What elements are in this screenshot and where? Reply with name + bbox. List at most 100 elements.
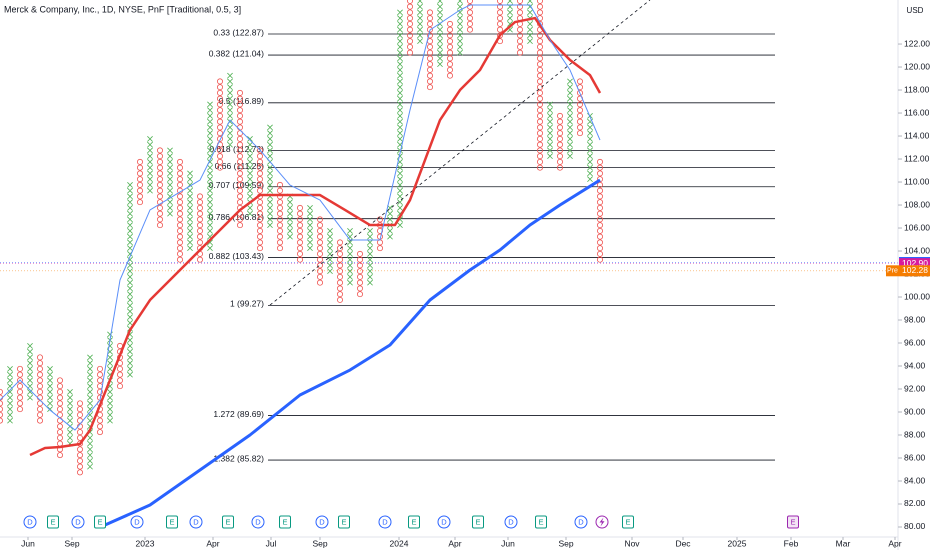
event-label: E (225, 517, 230, 526)
o-column (257, 147, 264, 252)
o-column (297, 204, 304, 263)
x-column (127, 182, 133, 378)
x-tick-label: 2023 (136, 538, 155, 548)
x-tick-label: Apr (448, 538, 461, 548)
y-tick-label: 110.00 (904, 176, 930, 186)
event-label: E (169, 517, 174, 526)
x-tick-label: Feb (784, 538, 799, 548)
event-icon (71, 515, 85, 529)
x-tick-label: Nov (624, 538, 640, 548)
x-column (187, 170, 193, 252)
y-tick-label: 88.00 (904, 429, 926, 439)
event-icon (472, 515, 484, 529)
x-tick-label: Apr (206, 538, 219, 548)
y-tick-label: 112.00 (904, 153, 930, 163)
o-column (137, 158, 144, 206)
event-label: E (97, 517, 102, 526)
x-column (207, 101, 213, 252)
x-tick-label: Jul (266, 538, 277, 548)
o-column (497, 0, 504, 45)
o-column (77, 400, 84, 476)
fib-label: 0.882 (103.43) (209, 251, 264, 261)
o-column (177, 158, 184, 263)
y-tick-label: 80.00 (904, 521, 926, 531)
x-column (327, 228, 333, 275)
y-tick-label: 120.00 (904, 61, 930, 71)
x-column (47, 366, 53, 413)
event-icon (504, 515, 518, 529)
event-label: D (193, 517, 199, 526)
o-column (357, 250, 364, 298)
x-tick-label: Dec (675, 538, 691, 548)
x-tick-label: 2024 (390, 538, 409, 548)
x-column (247, 136, 253, 217)
x-column (567, 78, 573, 160)
y-tick-label: 108.00 (904, 199, 930, 209)
fib-label: 0.707 (109.59) (209, 180, 264, 190)
o-column (407, 0, 414, 56)
event-icon (535, 515, 547, 529)
event-label: E (538, 517, 543, 526)
y-tick-label: 82.00 (904, 498, 926, 508)
x-column (167, 147, 173, 217)
x-column (417, 0, 423, 45)
y-tick-label: 90.00 (904, 406, 926, 416)
event-icon (251, 515, 265, 529)
event-label: D (441, 517, 447, 526)
o-column (597, 158, 604, 263)
moving-average (29, 16, 602, 457)
y-tick-label: 106.00 (904, 222, 930, 232)
price-tag (899, 258, 930, 270)
event-icon (437, 515, 451, 529)
dividend-flash-icon (595, 515, 609, 529)
x-tick-label: 2025 (728, 538, 747, 548)
y-tick-label: 114.00 (904, 130, 930, 140)
o-column (447, 20, 454, 79)
x-column (227, 72, 233, 148)
event-label: E (50, 517, 55, 526)
x-tick-label: Mar (836, 538, 851, 548)
y-tick-label: 104.00 (904, 245, 930, 255)
event-label: D (27, 517, 33, 526)
y-tick-label: 92.00 (904, 383, 926, 393)
fib-label: 1.382 (85.82) (213, 453, 264, 463)
fib-label: 0.786 (106.81) (209, 212, 264, 222)
o-column (217, 78, 224, 171)
x-column (307, 205, 313, 252)
y-tick-label: 100.00 (904, 291, 930, 301)
x-tick-label: Jun (501, 538, 515, 548)
o-column (237, 89, 244, 229)
event-icon (315, 515, 329, 529)
event-icon (189, 515, 203, 529)
event-label: E (411, 517, 416, 526)
x-column (7, 366, 13, 424)
event-icon (622, 515, 634, 529)
price-tag-label: 102.28 (902, 265, 928, 275)
o-column (427, 9, 434, 91)
o-column (557, 112, 564, 171)
event-label: E (341, 517, 346, 526)
x-column (397, 9, 403, 229)
o-column (537, 0, 544, 171)
x-tick-label: Apr (888, 538, 901, 548)
x-column (367, 228, 373, 286)
o-column (277, 181, 284, 252)
x-tick-label: Sep (64, 538, 79, 548)
event-icon (94, 515, 106, 529)
price-tag-prefix (886, 265, 899, 277)
event-icon (787, 515, 799, 529)
x-column (287, 193, 293, 240)
event-label: D (75, 517, 81, 526)
y-tick-label: 86.00 (904, 452, 926, 462)
event-icon (166, 515, 178, 529)
o-column (517, 0, 524, 56)
o-column (467, 0, 474, 33)
event-icon (574, 515, 588, 529)
fib-label: 1.272 (89.69) (213, 409, 264, 419)
fib-label: 0.382 (121.04) (209, 48, 264, 58)
event-icon (47, 515, 59, 529)
fib-label: 0.33 (122.87) (213, 27, 264, 37)
moving-average (0, 4, 601, 431)
event-icon (338, 515, 350, 529)
